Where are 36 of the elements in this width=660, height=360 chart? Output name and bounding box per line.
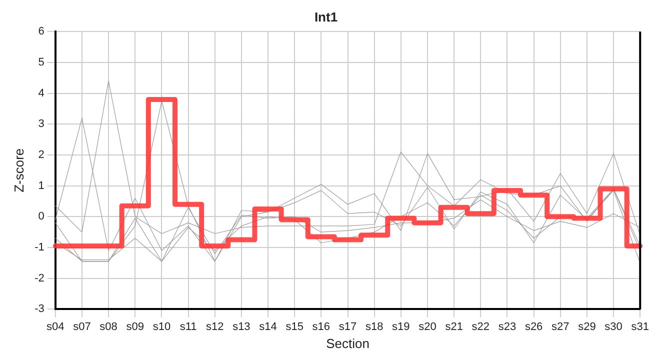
y-tick-label: 3 bbox=[38, 118, 44, 130]
x-tick-label: s11 bbox=[180, 320, 197, 333]
x-tick-label: s21 bbox=[445, 320, 463, 333]
x-tick-label: s22 bbox=[472, 320, 490, 333]
y-tick-label: -2 bbox=[34, 272, 44, 284]
x-tick-label: s14 bbox=[259, 320, 277, 333]
x-axis-title: Section bbox=[326, 336, 370, 351]
y-tick-label: 4 bbox=[38, 87, 44, 100]
x-tick-label: s08 bbox=[100, 320, 118, 333]
x-tick-label: s31 bbox=[631, 320, 650, 333]
x-tick-label: s09 bbox=[126, 320, 144, 333]
x-tick-label: s18 bbox=[365, 320, 384, 333]
y-tick-label: -1 bbox=[34, 242, 44, 254]
x-tick-label: s10 bbox=[152, 320, 171, 333]
x-tick-label: s29 bbox=[578, 320, 596, 333]
y-tick-label: 0 bbox=[38, 210, 44, 223]
y-tick-label: 1 bbox=[38, 180, 44, 192]
x-tick-label: s16 bbox=[312, 320, 330, 333]
y-axis-title: Z-score bbox=[11, 148, 26, 192]
x-tick-label: s19 bbox=[392, 320, 410, 333]
x-tick-label: s30 bbox=[604, 320, 622, 333]
x-tick-label: s26 bbox=[524, 320, 543, 333]
x-tick-label: s13 bbox=[232, 320, 250, 333]
x-tick-label: s17 bbox=[338, 320, 357, 333]
y-tick-label: 6 bbox=[38, 26, 44, 38]
y-tick-label: 5 bbox=[38, 56, 44, 68]
y-tick-label: 2 bbox=[38, 149, 44, 162]
y-tick-label: -3 bbox=[34, 303, 44, 316]
x-tick-label: s04 bbox=[46, 320, 64, 333]
x-tick-label: s07 bbox=[73, 320, 91, 333]
x-tick-label: s12 bbox=[206, 320, 224, 333]
chart-title: Int1 bbox=[314, 9, 338, 24]
x-tick-label: s15 bbox=[286, 320, 304, 333]
x-tick-label: s20 bbox=[418, 320, 436, 333]
x-tick-label: s23 bbox=[498, 320, 516, 333]
x-tick-label: s27 bbox=[552, 320, 570, 333]
